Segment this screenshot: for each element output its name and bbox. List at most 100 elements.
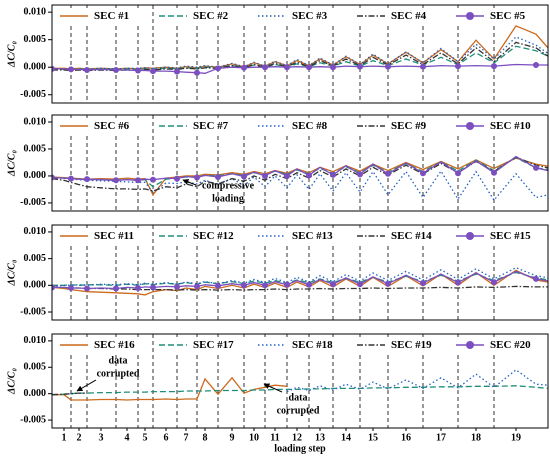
legend-label: SEC #7 [193, 120, 229, 132]
series-marker [491, 279, 497, 286]
series-marker [52, 174, 55, 181]
y-tick-label: 0.000 [24, 388, 47, 399]
x-tick-label: 4 [125, 432, 130, 443]
series-marker [215, 65, 221, 72]
x-tick-label: 3 [99, 432, 104, 443]
legend-label: SEC #14 [391, 230, 432, 242]
legend-background [155, 228, 249, 244]
legend-label: SEC #15 [490, 230, 531, 242]
x-tick-label: 19 [511, 432, 521, 443]
series-marker [357, 281, 363, 288]
legend-background [155, 8, 249, 24]
x-tick-label: 5 [143, 432, 148, 443]
series-line [52, 270, 548, 290]
legend-background [254, 118, 348, 134]
series-line [52, 376, 288, 401]
series-marker [174, 175, 180, 182]
annotation-arrow [76, 379, 97, 392]
series-marker [68, 66, 74, 73]
series-marker [174, 283, 180, 290]
x-tick-label: 7 [184, 432, 189, 443]
series-marker [284, 281, 290, 288]
series-marker [420, 170, 426, 177]
series-line [52, 285, 548, 291]
x-tick-label: 14 [341, 432, 351, 443]
series-marker [385, 170, 391, 177]
x-tick-label: 12 [292, 432, 302, 443]
legend-label: SEC #19 [391, 339, 432, 351]
series-line [286, 369, 548, 393]
y-tick-label: 0.005 [24, 253, 47, 264]
series-marker [533, 275, 539, 282]
series-marker [84, 285, 90, 292]
annotation: loading [212, 193, 244, 204]
annotation: data [109, 355, 128, 366]
y-tick-label: 0.010 [24, 116, 47, 127]
legend-marker [466, 341, 474, 349]
x-tick-label: 9 [230, 432, 235, 443]
series-marker [262, 172, 268, 179]
y-tick-label: 0.010 [24, 335, 47, 346]
y-tick-label: 0.000 [24, 280, 47, 291]
legend-background [56, 8, 150, 24]
series-marker [306, 281, 312, 288]
legend-background [353, 8, 447, 24]
series-marker [330, 171, 336, 178]
legend-background [452, 228, 546, 244]
series-marker [420, 280, 426, 287]
series-marker [215, 282, 221, 289]
series-line [52, 25, 548, 70]
annotation: corrupted [277, 405, 320, 416]
legend-label: SEC #6 [94, 120, 130, 132]
x-tick-label: 1 [62, 432, 67, 443]
series-marker [262, 282, 268, 289]
series-marker [241, 173, 247, 180]
series-marker [420, 63, 426, 70]
legend-label: SEC #9 [391, 120, 427, 132]
series-marker [68, 175, 74, 182]
legend-label: SEC #1 [94, 10, 129, 22]
series-marker [284, 64, 290, 71]
series-marker [284, 172, 290, 179]
series-marker [68, 284, 74, 291]
series-marker [52, 284, 55, 291]
legend-label: SEC #12 [193, 230, 234, 242]
annotation: corrupted [97, 368, 140, 379]
legend-background [452, 118, 546, 134]
x-tick-label: 2 [77, 432, 82, 443]
legend-label: SEC #18 [292, 339, 333, 351]
legend-marker [466, 232, 474, 240]
series-marker [357, 171, 363, 178]
series-line [52, 36, 548, 71]
legend-label: SEC #2 [193, 10, 229, 22]
y-tick-label: 0.000 [24, 170, 47, 181]
series-marker [533, 62, 539, 69]
y-tick-label: -0.005 [20, 414, 46, 425]
series-marker [150, 68, 156, 75]
axes-frame [51, 333, 549, 429]
x-axis-label: loading step [274, 443, 326, 454]
series-marker [113, 66, 119, 73]
y-axis-label: ΔC/C₀ [6, 368, 17, 395]
x-tick-label: 10 [249, 432, 259, 443]
series-marker [174, 68, 180, 75]
y-tick-label: 0.005 [24, 143, 47, 154]
y-axis-label: ΔC/C₀ [6, 41, 17, 68]
series-line [52, 392, 87, 396]
series-line [52, 155, 548, 181]
series-marker [52, 65, 55, 72]
legend-background [56, 337, 150, 353]
legend-label: SEC #5 [490, 10, 526, 22]
legend-label: SEC #10 [490, 120, 531, 132]
x-tick-label: 13 [315, 432, 325, 443]
legend-background [353, 118, 447, 134]
series-marker [357, 63, 363, 70]
legend-label: SEC #13 [292, 230, 333, 242]
y-tick-label: 0.000 [24, 62, 47, 73]
x-tick-label: 17 [436, 432, 446, 443]
x-tick-label: 11 [270, 432, 279, 443]
y-tick-label: 0.010 [24, 6, 47, 17]
y-tick-label: -0.005 [20, 306, 46, 317]
series-line [52, 169, 548, 202]
